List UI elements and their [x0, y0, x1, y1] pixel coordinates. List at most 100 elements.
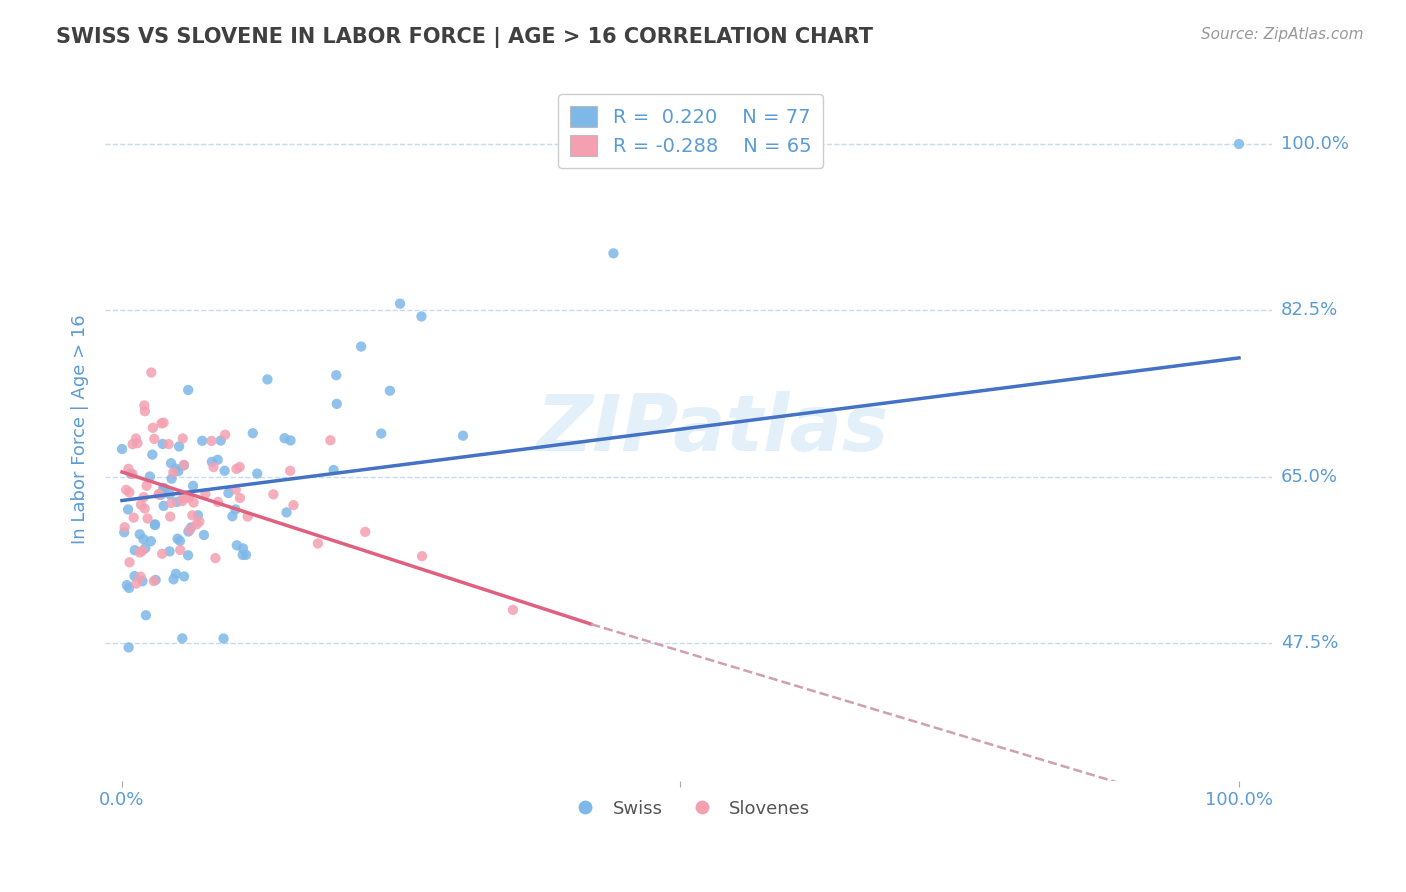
Point	[214, 464, 236, 478]
Point	[150, 547, 173, 561]
Point	[141, 448, 163, 462]
Point	[160, 496, 183, 510]
Point	[229, 491, 252, 505]
Point	[201, 455, 224, 469]
Point	[127, 436, 149, 450]
Point	[134, 541, 156, 556]
Point	[177, 524, 200, 539]
Point	[188, 515, 211, 529]
Point	[159, 509, 181, 524]
Point	[225, 502, 247, 516]
Point	[129, 498, 152, 512]
Point	[148, 487, 170, 501]
Point	[370, 426, 392, 441]
Point	[191, 434, 214, 448]
Point	[187, 508, 209, 523]
Point	[183, 495, 205, 509]
Point	[177, 490, 200, 504]
Point	[378, 384, 401, 398]
Point	[225, 483, 247, 497]
Y-axis label: In Labor Force | Age > 16: In Labor Force | Age > 16	[72, 314, 89, 544]
Point	[117, 462, 139, 476]
Point	[135, 479, 157, 493]
Point	[152, 499, 174, 513]
Point	[200, 434, 222, 448]
Point	[167, 464, 190, 478]
Point	[143, 517, 166, 532]
Point	[139, 534, 162, 549]
Point	[307, 536, 329, 550]
Point	[142, 574, 165, 588]
Point	[118, 485, 141, 500]
Point	[162, 572, 184, 586]
Point	[242, 426, 264, 441]
Point	[159, 487, 181, 501]
Point	[319, 434, 342, 448]
Point	[207, 452, 229, 467]
Text: 47.5%: 47.5%	[1281, 634, 1339, 652]
Point	[350, 340, 373, 354]
Point	[207, 495, 229, 509]
Point	[186, 517, 208, 532]
Point	[173, 458, 195, 473]
Point	[152, 481, 174, 495]
Point	[202, 460, 225, 475]
Point	[172, 494, 194, 508]
Point	[212, 632, 235, 646]
Point	[221, 509, 243, 524]
Point	[225, 462, 247, 476]
Point	[148, 487, 170, 501]
Text: 82.5%: 82.5%	[1281, 301, 1339, 319]
Point	[411, 549, 433, 563]
Text: 65.0%: 65.0%	[1281, 467, 1339, 486]
Point	[354, 524, 377, 539]
Point	[194, 487, 217, 501]
Legend: Swiss, Slovenes: Swiss, Slovenes	[560, 792, 818, 825]
Point	[166, 532, 188, 546]
Point	[149, 488, 172, 502]
Point	[173, 569, 195, 583]
Point	[181, 508, 204, 523]
Point	[325, 368, 347, 383]
Point	[118, 640, 141, 655]
Point	[131, 574, 153, 589]
Point	[121, 467, 143, 481]
Point	[143, 518, 166, 533]
Point	[326, 397, 349, 411]
Point	[128, 527, 150, 541]
Point	[451, 428, 474, 442]
Point	[193, 528, 215, 542]
Point	[152, 416, 174, 430]
Point	[283, 498, 305, 512]
Point	[256, 372, 278, 386]
Point	[150, 417, 173, 431]
Point	[129, 570, 152, 584]
Point	[322, 463, 344, 477]
Point	[177, 549, 200, 563]
Point	[132, 532, 155, 546]
Point	[134, 399, 156, 413]
Point	[111, 442, 134, 456]
Point	[209, 434, 232, 448]
Point	[167, 439, 190, 453]
Point	[169, 543, 191, 558]
Point	[235, 548, 257, 562]
Point	[124, 543, 146, 558]
Point	[204, 551, 226, 566]
Point	[157, 437, 180, 451]
Point	[136, 511, 159, 525]
Point	[145, 573, 167, 587]
Point	[128, 545, 150, 559]
Point	[181, 479, 204, 493]
Point	[132, 490, 155, 504]
Point	[125, 432, 148, 446]
Point	[134, 501, 156, 516]
Point	[280, 434, 302, 448]
Point	[214, 427, 236, 442]
Point	[232, 541, 254, 556]
Point	[389, 296, 412, 310]
Point	[112, 525, 135, 540]
Point	[117, 502, 139, 516]
Point	[246, 467, 269, 481]
Point	[278, 464, 301, 478]
